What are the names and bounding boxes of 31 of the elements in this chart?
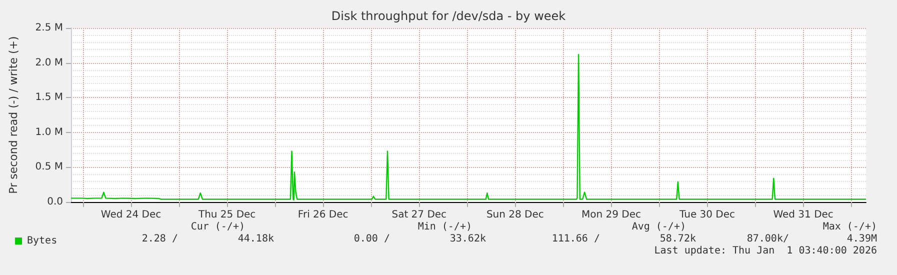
line-series	[70, 54, 867, 201]
y-tick-label: 0.0	[47, 196, 63, 208]
x-tick-label: Thu 25 Dec	[197, 210, 256, 220]
text: 33.62k	[450, 234, 486, 244]
y-tick-label: 2.0 M	[35, 57, 63, 68]
x-tick-label: Sun 28 Dec	[486, 210, 544, 220]
y-tick-label: 0.5 M	[35, 162, 63, 173]
text: Min (-/+)	[418, 222, 472, 232]
text: Max (-/+)	[822, 222, 877, 232]
chart-title: Disk throughput for /dev/sda - by week	[331, 9, 566, 23]
x-tick-label: Sat 27 Dec	[392, 210, 447, 220]
text: 0.00 /	[354, 234, 390, 244]
y-tick-label: 1.5 M	[35, 92, 63, 104]
text: Last update: Thu Jan 1 03:40:00 2026	[654, 246, 877, 256]
text: 2.28 /	[142, 234, 178, 244]
x-tick-label: Mon 29 Dec	[581, 210, 641, 220]
x-tick-label: Wed 24 Dec	[100, 210, 162, 220]
text: 111.66 /	[552, 234, 600, 244]
x-tick-label: Tue 30 Dec	[678, 210, 736, 220]
text: 58.72k	[660, 234, 696, 244]
x-tick-label: Fri 26 Dec	[298, 210, 348, 220]
y-axis-title: Pr second read (-) / write (+)	[7, 36, 20, 194]
y-tick-label: 2.5 M	[35, 22, 63, 34]
text: 44.18k	[238, 234, 274, 244]
text: Avg (-/+)	[632, 222, 686, 232]
text: 87.00k/	[746, 234, 789, 244]
text: 4.39M	[846, 234, 877, 244]
legend-label: Bytes	[27, 236, 58, 246]
text: Cur (-/+)	[190, 222, 245, 232]
y-tick-label: 1.0 M	[35, 126, 63, 138]
x-tick-label: Wed 31 Dec	[773, 210, 834, 220]
